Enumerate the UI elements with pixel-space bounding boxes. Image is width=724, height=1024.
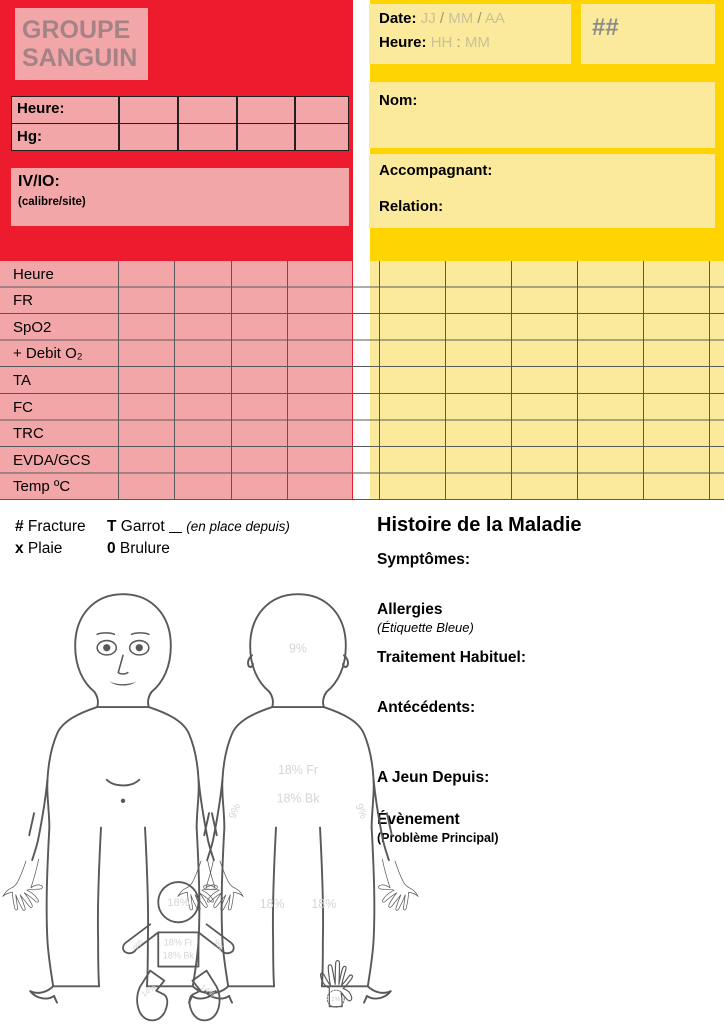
svg-text:9%: 9% — [289, 642, 307, 656]
svg-text:1%: 1% — [331, 996, 341, 1003]
svg-text:18% Bk: 18% Bk — [277, 792, 321, 806]
svg-text:9%: 9% — [353, 802, 370, 821]
svg-text:18% Fr: 18% Fr — [278, 763, 318, 777]
svg-text:18% Bk: 18% Bk — [163, 951, 195, 961]
svg-text:9%: 9% — [227, 802, 244, 821]
svg-text:9%: 9% — [212, 938, 226, 953]
svg-text:18% Fr: 18% Fr — [164, 937, 193, 947]
svg-text:9%: 9% — [131, 938, 145, 953]
svg-text:18%: 18% — [311, 897, 336, 911]
svg-text:18%: 18% — [167, 897, 189, 909]
